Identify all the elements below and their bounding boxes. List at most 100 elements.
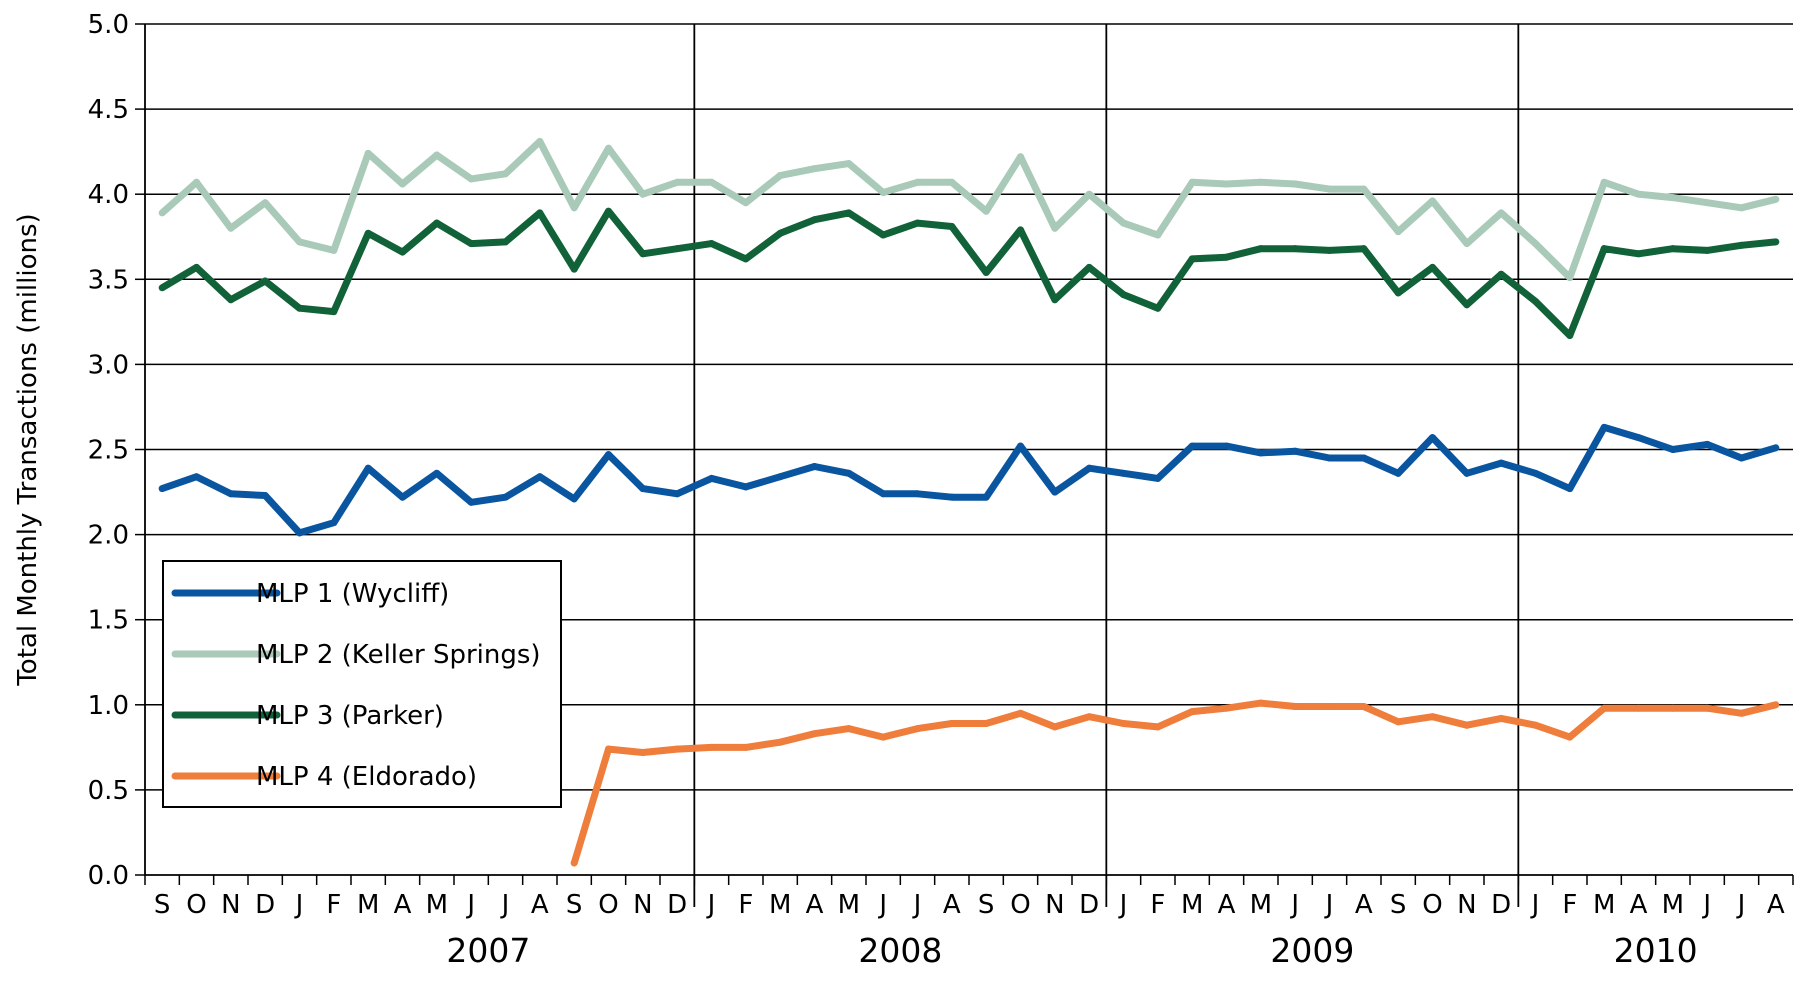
data-point (639, 485, 647, 493)
data-point (1429, 197, 1436, 205)
data-point (227, 224, 235, 232)
month-label: J (1118, 890, 1128, 920)
year-label: 2010 (1614, 931, 1698, 970)
data-point (845, 725, 853, 733)
data-point (1394, 289, 1402, 297)
month-label: J (1324, 890, 1334, 920)
data-point (1566, 331, 1574, 339)
data-point (330, 308, 338, 316)
data-point (1120, 291, 1127, 299)
data-point (914, 725, 921, 733)
data-point (261, 491, 269, 499)
data-point (1188, 442, 1196, 450)
data-point (1188, 178, 1196, 186)
data-point (1051, 488, 1059, 496)
data-point (1738, 241, 1745, 249)
month-label: S (154, 890, 171, 920)
data-point (982, 207, 990, 215)
data-point (1703, 440, 1711, 448)
data-point (776, 171, 784, 179)
data-point (1154, 231, 1162, 239)
data-point (845, 160, 853, 168)
data-point (536, 137, 544, 145)
data-point (742, 199, 750, 207)
y-tick-label: 1.5 (88, 606, 129, 636)
data-point (914, 490, 921, 498)
data-point (1120, 219, 1127, 227)
data-point (605, 451, 612, 459)
data-point (1326, 246, 1333, 254)
data-point (158, 209, 166, 217)
y-tick-label: 3.0 (88, 350, 129, 380)
data-point (1154, 723, 1162, 731)
data-point (1257, 245, 1265, 253)
legend: MLP 1 (Wycliff) MLP 2 (Keller Springs) MLP… (162, 560, 562, 808)
data-point (605, 745, 612, 753)
data-point (1669, 704, 1677, 712)
data-point (570, 495, 578, 503)
month-label: M (838, 890, 860, 920)
data-point (811, 730, 818, 738)
data-point (1738, 454, 1745, 462)
data-point (1085, 263, 1093, 271)
legend-label: MLP 3 (Parker) (256, 701, 444, 731)
data-point (1772, 701, 1780, 709)
data-point (1326, 703, 1333, 711)
data-point (1772, 195, 1780, 203)
month-label: J (912, 890, 922, 920)
data-point (811, 216, 818, 224)
data-point (1120, 720, 1127, 728)
data-point (879, 188, 887, 196)
data-point (605, 207, 612, 215)
month-label: J (1736, 890, 1746, 920)
data-point (605, 144, 612, 152)
data-point (364, 464, 372, 472)
data-point (879, 490, 887, 498)
month-label: O (598, 890, 618, 920)
data-point (1017, 153, 1024, 161)
data-point (948, 223, 956, 231)
data-point (364, 229, 372, 237)
data-point (1463, 240, 1471, 248)
series-line (159, 137, 1777, 282)
y-tick-label: 1.0 (88, 691, 129, 721)
month-label: M (1250, 890, 1272, 920)
legend-label: MLP 1 (Wycliff) (256, 579, 449, 609)
data-point (1188, 255, 1196, 263)
data-point (948, 493, 956, 501)
month-label: J (1530, 890, 1540, 920)
y-tick-label: 2.5 (88, 436, 129, 466)
data-point (502, 238, 509, 246)
month-label: A (531, 890, 549, 920)
data-point (879, 231, 887, 239)
data-point (673, 490, 681, 498)
data-point (399, 248, 406, 256)
y-tick-label: 3.5 (88, 265, 129, 295)
data-point (1085, 464, 1093, 472)
data-point (811, 165, 818, 173)
data-point (742, 743, 750, 751)
month-label: F (1562, 890, 1577, 920)
data-point (1532, 297, 1539, 305)
data-point (1497, 459, 1505, 467)
data-point (1635, 434, 1642, 442)
data-point (1223, 253, 1230, 261)
data-point (1772, 238, 1780, 246)
month-label: J (1701, 890, 1711, 920)
data-point (1085, 713, 1093, 721)
year-label: 2008 (858, 931, 942, 970)
month-label: A (806, 890, 824, 920)
series-lines (158, 137, 1780, 867)
data-point (193, 263, 200, 271)
data-point (1017, 709, 1024, 717)
data-point (1635, 250, 1642, 258)
y-tick-label: 4.0 (88, 180, 129, 210)
data-point (1223, 442, 1230, 450)
month-label: A (1218, 890, 1236, 920)
month-label: J (500, 890, 510, 920)
data-point (639, 250, 647, 258)
data-point (742, 483, 750, 491)
data-point (433, 469, 441, 477)
month-label: O (1422, 890, 1442, 920)
data-point (982, 720, 990, 728)
